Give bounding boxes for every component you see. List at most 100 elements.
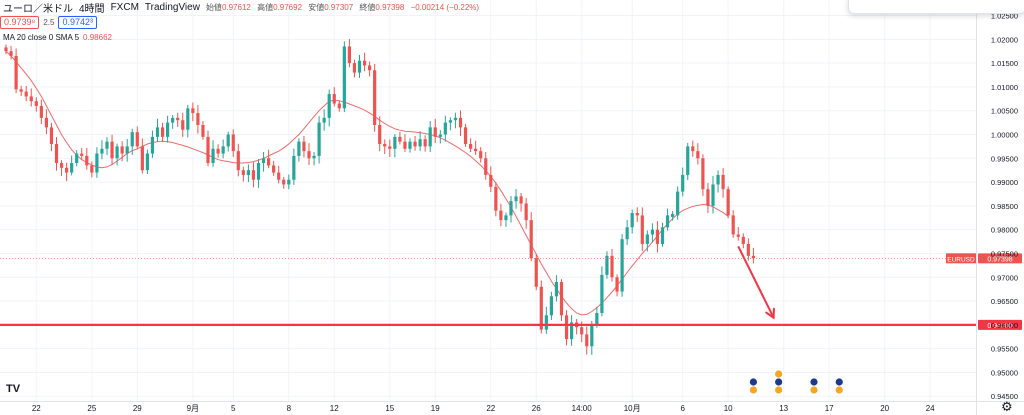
price-tick-label: 0.95500 — [991, 345, 1018, 354]
interval[interactable]: 4時間 — [79, 3, 105, 15]
event-flag-icon[interactable] — [749, 385, 758, 395]
price-tick-label: 0.97500 — [991, 249, 1018, 258]
candle-body — [706, 189, 710, 206]
candle-body — [580, 327, 584, 335]
time-tick-label: 9月 — [187, 404, 199, 413]
candle-body — [655, 229, 660, 244]
forecast-arrow-head[interactable] — [765, 307, 775, 320]
event-flag-icon[interactable] — [834, 385, 844, 395]
event-flag-icon[interactable] — [809, 385, 819, 395]
candle-body — [499, 210, 503, 221]
time-tick-label: 13 — [779, 404, 788, 413]
support-line-layer[interactable]: 0.96000 — [0, 319, 1022, 330]
symbol-tag-label: EURUSD — [947, 256, 975, 263]
candle-body — [453, 117, 458, 121]
price-tick-label: 0.98000 — [991, 226, 1018, 235]
candle-body — [479, 151, 483, 159]
time-tick-label: 14:00 — [572, 404, 593, 413]
open-label: 始値 — [205, 2, 222, 12]
price-tick-label: 0.99500 — [991, 154, 1018, 163]
candle-body — [166, 122, 170, 137]
candle-body — [650, 229, 654, 235]
time-tick-label: 10 — [724, 404, 733, 413]
candle-body — [115, 146, 119, 159]
candle-body — [251, 170, 256, 180]
candle-body — [9, 51, 13, 56]
spread-value: 2.5 — [43, 18, 55, 27]
time-tick-label: 26 — [532, 404, 541, 413]
candle-body — [80, 153, 84, 156]
time-tick-label: 10月 — [624, 404, 641, 413]
price-axis[interactable]: EURUSD 0.97398 1.02500 1.02000 1.01500 1.0100… — [0, 12, 1022, 402]
price-tick-label: 1.01000 — [991, 83, 1018, 92]
high-value: 0.97692 — [273, 2, 303, 12]
candle-body — [65, 167, 69, 173]
candle-body — [342, 46, 346, 109]
candle-body — [236, 151, 240, 171]
candle-body — [322, 117, 326, 123]
candle-body — [554, 282, 559, 297]
buy-button[interactable]: 0.9742³ — [58, 16, 97, 29]
candle-body — [226, 134, 230, 147]
candle-body — [681, 174, 685, 192]
forecast-arrow-shaft[interactable] — [737, 245, 775, 319]
candle-body — [564, 315, 569, 340]
time-tick-label: 6 — [680, 404, 685, 413]
candle-body — [524, 203, 528, 221]
candle-body — [549, 296, 553, 316]
support-price-label: 0.96000 — [987, 323, 1012, 330]
candle-body — [741, 236, 745, 244]
candle-body — [287, 179, 291, 185]
candle-body — [751, 255, 755, 259]
candle-body — [469, 144, 473, 149]
open-value: 0.97612 — [221, 2, 251, 12]
event-flag-icon[interactable] — [774, 369, 784, 379]
candle-body — [231, 134, 235, 152]
time-tick-label: 15 — [385, 404, 394, 413]
candle-body — [206, 136, 210, 164]
price-tick-label: 1.00000 — [991, 130, 1018, 139]
gear-icon[interactable]: ⚙ — [1001, 399, 1013, 414]
economic-events-layer[interactable] — [749, 369, 844, 395]
indicator-legend[interactable]: MA 20 close 0 SMA 5 0.98662 — [3, 33, 112, 42]
exchange: FXCM — [110, 1, 139, 13]
event-flag-icon[interactable] — [774, 385, 784, 395]
ma-line-layer — [5, 50, 729, 316]
candle-body — [701, 158, 705, 190]
candle-body — [736, 234, 740, 237]
tradingview-logo[interactable]: TV — [6, 383, 21, 395]
candle-body — [95, 153, 99, 173]
candle-body — [610, 255, 614, 278]
event-flag-icon[interactable] — [749, 377, 758, 387]
candle-body — [398, 136, 402, 142]
candle-body — [559, 282, 564, 316]
candle-body — [665, 215, 670, 228]
forecast-arrow-layer[interactable] — [737, 245, 775, 320]
ma-line — [5, 50, 729, 316]
candle-body — [307, 151, 311, 159]
event-flag-icon[interactable] — [809, 377, 819, 387]
candle-body — [14, 55, 18, 90]
candle-body — [625, 227, 629, 240]
candle-body — [403, 141, 407, 149]
candle-body — [332, 94, 336, 104]
candle-body — [201, 124, 205, 137]
candle-body — [590, 324, 594, 347]
time-axis[interactable]: 22 25 29 9月 5 8 12 15 19 22 26 14:00 10月 6 10 13 17 20 24 — [32, 404, 935, 413]
high-label: 高値 — [257, 2, 274, 12]
symbol-name[interactable]: ユーロ／米ドル — [3, 3, 73, 15]
candle-body — [181, 120, 185, 130]
event-flag-icon[interactable] — [834, 377, 844, 387]
time-tick-label: 20 — [880, 404, 889, 413]
time-tick-label: 22 — [486, 404, 495, 413]
candle-body — [721, 174, 725, 190]
event-flag-icon[interactable] — [774, 377, 784, 387]
candle-body — [529, 220, 533, 259]
sell-button[interactable]: 0.9739⁸ — [0, 16, 40, 29]
candle-body — [24, 91, 28, 97]
candle-body — [418, 139, 422, 147]
candle-body — [155, 127, 160, 137]
candle-body — [605, 255, 609, 275]
candle-body — [494, 186, 498, 211]
